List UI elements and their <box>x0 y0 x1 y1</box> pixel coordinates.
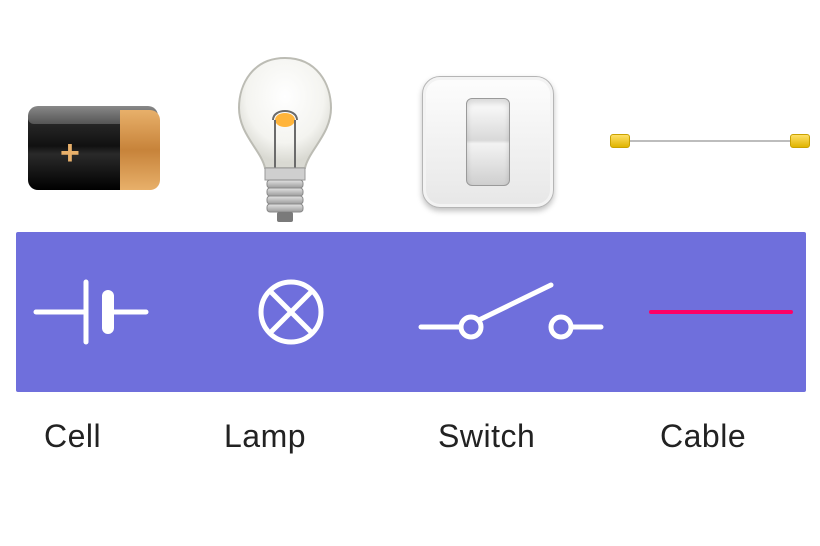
cell-symbol-icon <box>26 262 186 362</box>
switch-icon <box>422 76 554 208</box>
label-row: Cell Lamp Switch Cable <box>0 418 820 488</box>
lamp-label: Lamp <box>224 418 306 455</box>
switch-picture <box>408 62 568 222</box>
cable-symbol-icon <box>646 272 796 352</box>
picture-row: + <box>0 50 820 225</box>
switch-label: Switch <box>438 418 535 455</box>
lamp-picture <box>215 50 355 230</box>
diagram-stage: + <box>0 0 820 546</box>
cable-icon <box>618 140 802 142</box>
cell-picture: + <box>18 90 168 210</box>
cable-label: Cable <box>660 418 746 455</box>
battery-plus-icon: + <box>60 134 80 173</box>
symbol-band <box>16 232 806 392</box>
lamp-icon <box>215 50 355 230</box>
battery-icon: + <box>28 110 158 190</box>
lamp-symbol-icon <box>236 267 346 357</box>
cell-label: Cell <box>44 418 101 455</box>
cable-picture <box>610 122 810 162</box>
switch-symbol-icon <box>416 267 606 357</box>
